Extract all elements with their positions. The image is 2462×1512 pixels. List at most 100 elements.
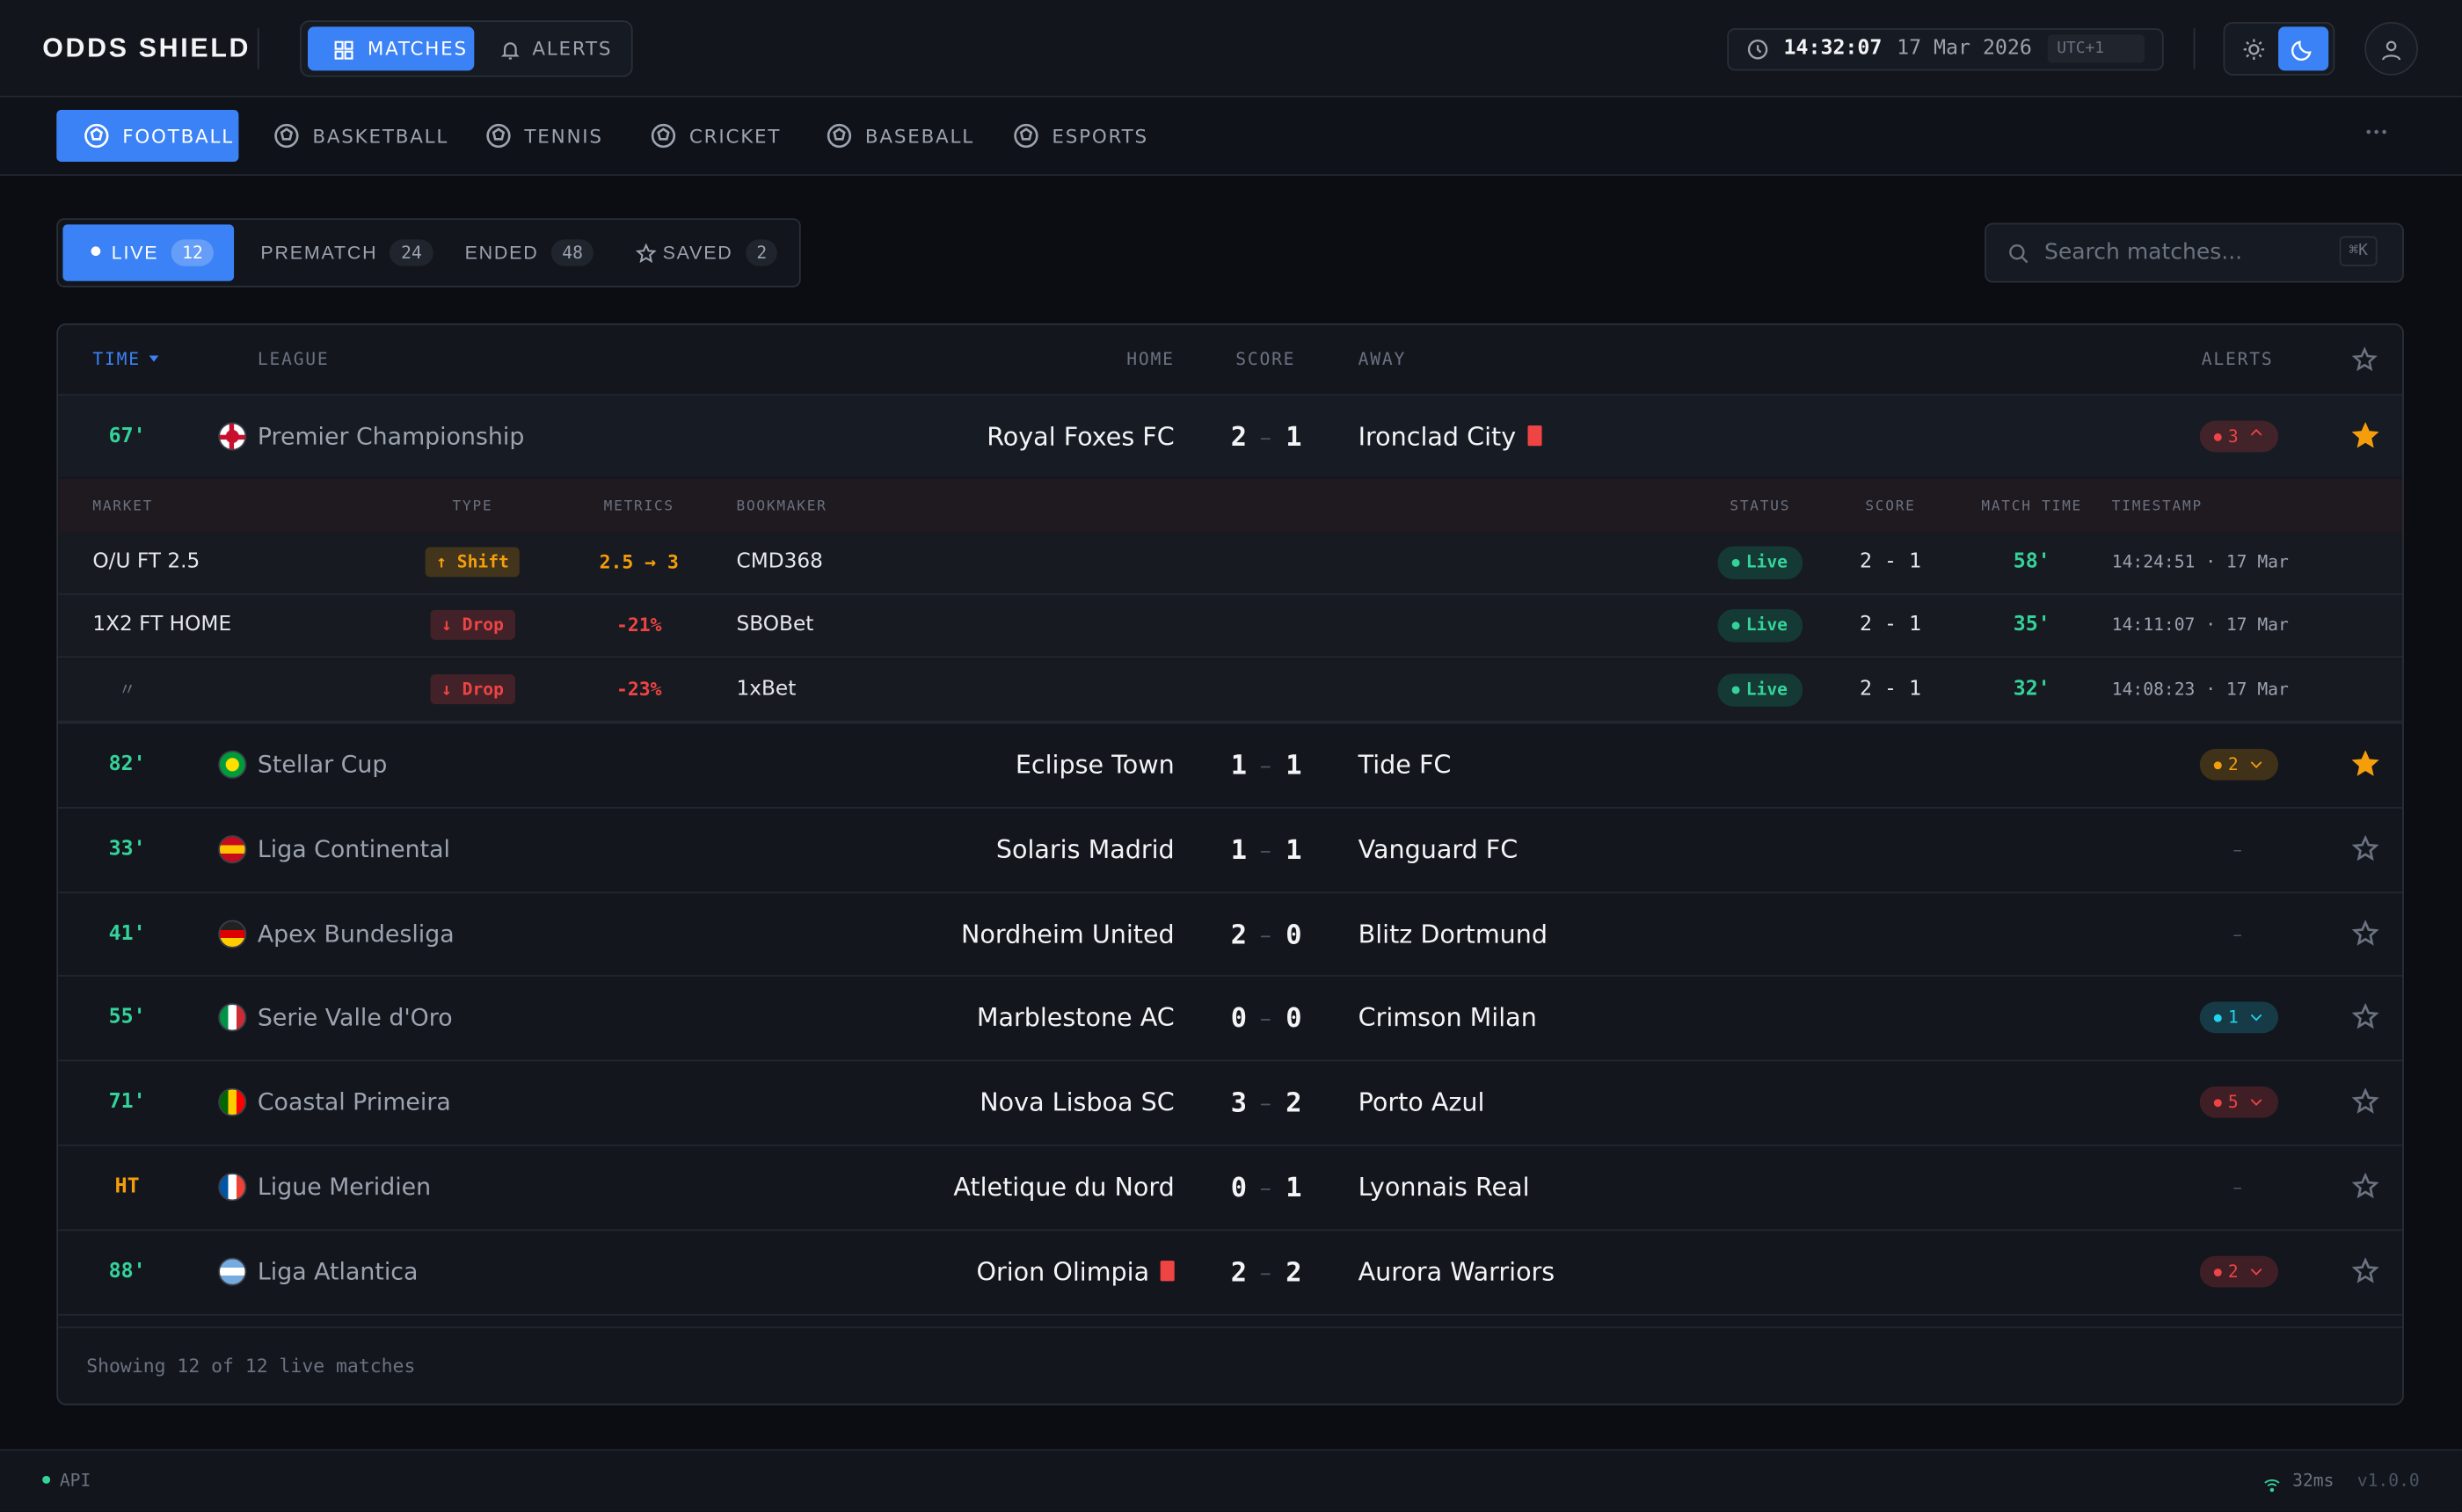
- league-flag: [218, 1087, 247, 1116]
- row-line: [58, 1313, 2403, 1316]
- sport-tab[interactable]: BASEBALL: [864, 125, 974, 148]
- bookmaker: CMD368: [736, 549, 823, 574]
- league: Serie Valle d'Oro: [257, 1003, 453, 1032]
- row-line: [58, 722, 2403, 724]
- api-status: API: [59, 1470, 91, 1491]
- detail-header-bg: [58, 478, 2403, 533]
- alert-dot: [2213, 760, 2222, 769]
- divider: [2193, 28, 2196, 69]
- sport-tab[interactable]: CRICKET: [688, 125, 782, 148]
- row-line: [58, 1144, 2403, 1146]
- league-flag: [218, 920, 247, 949]
- tab-label[interactable]: ENDED: [464, 242, 539, 265]
- match-time: 71': [108, 1090, 146, 1115]
- star-header: [2351, 346, 2378, 373]
- alert-badge[interactable]: [2199, 1086, 2279, 1118]
- home-score: 2: [1230, 422, 1248, 454]
- timestamp: 14:24:51 · 17 Mar: [2111, 551, 2289, 572]
- star-toggle[interactable]: [2351, 920, 2379, 947]
- score-sep: [1260, 766, 1271, 768]
- alert-badge[interactable]: [2199, 748, 2279, 781]
- row-line: [58, 975, 2403, 977]
- detail-row: [58, 532, 2403, 595]
- more-menu: [2364, 129, 2387, 134]
- star-toggle[interactable]: [2351, 750, 2379, 777]
- league: Ligue Meridien: [257, 1173, 432, 1202]
- sport-icon: [1013, 122, 1039, 149]
- clock-icon: [1746, 38, 1770, 62]
- detail-match-time: 35': [2013, 613, 2050, 637]
- column-header: LEAGUE: [257, 349, 330, 370]
- away-score: 2: [1286, 1257, 1302, 1290]
- league: Liga Continental: [257, 835, 450, 864]
- sport-icon: [273, 122, 300, 149]
- tab-label[interactable]: SAVED: [662, 242, 733, 265]
- market: O/U FT 2.5: [92, 549, 200, 574]
- sport-tab[interactable]: FOOTBALL: [122, 125, 234, 148]
- detail-row: [58, 659, 2403, 723]
- sport-icon: [650, 122, 676, 149]
- sport-icon: [84, 122, 110, 149]
- tab-count: 2: [745, 239, 778, 266]
- red-card: [1160, 1261, 1175, 1282]
- sport-tab[interactable]: TENNIS: [524, 125, 603, 148]
- search-placeholder: Search matches...: [2043, 240, 2243, 265]
- star-toggle[interactable]: [2351, 1257, 2379, 1284]
- user-icon: [2380, 38, 2402, 61]
- match-time: HT: [114, 1174, 140, 1199]
- api-dot: [42, 1475, 51, 1484]
- home-score: 0: [1230, 1003, 1248, 1035]
- score-sep: [1260, 935, 1271, 938]
- avatar[interactable]: [2364, 22, 2418, 76]
- search-icon: [2007, 242, 2030, 265]
- timestamp: 14:08:23 · 17 Mar: [2111, 679, 2289, 700]
- star-toggle[interactable]: [2351, 421, 2379, 448]
- match-time: 55': [108, 1005, 146, 1029]
- away-score: 0: [1286, 1003, 1302, 1035]
- timezone[interactable]: UTC+1: [2057, 40, 2105, 58]
- sport-tab[interactable]: BASKETBALL: [312, 125, 449, 148]
- home-score: 2: [1230, 920, 1248, 952]
- star-toggle[interactable]: [2351, 1002, 2379, 1029]
- tab-label[interactable]: LIVE: [111, 242, 159, 265]
- tab-label[interactable]: PREMATCH: [260, 242, 378, 265]
- league: Liga Atlantica: [257, 1257, 419, 1286]
- moon-icon: [2291, 38, 2314, 62]
- league-flag: [218, 1257, 247, 1286]
- detail-score: 2 - 1: [1860, 677, 1921, 701]
- search-box[interactable]: [1985, 222, 2404, 283]
- match-time: 67': [108, 425, 146, 448]
- league: Coastal Primeira: [257, 1087, 451, 1116]
- column-header[interactable]: TIME: [92, 349, 141, 370]
- match-time: 33': [108, 837, 146, 861]
- detail-column: METRICS: [603, 498, 674, 515]
- row-line: [58, 1229, 2403, 1232]
- star-toggle[interactable]: [2351, 834, 2379, 861]
- light-theme: [2242, 38, 2266, 62]
- alert-count: 5: [2227, 1092, 2239, 1113]
- status: Live: [1745, 679, 1788, 700]
- star-toggle[interactable]: [2351, 1172, 2379, 1199]
- status: Live: [1745, 551, 1788, 572]
- nav-label[interactable]: ALERTS: [532, 37, 613, 60]
- alert-badge[interactable]: [2199, 1255, 2279, 1288]
- matches-icon: [333, 38, 355, 60]
- sport-tab[interactable]: ESPORTS: [1052, 125, 1148, 148]
- alert-count: 2: [2227, 1261, 2239, 1283]
- score-sep: [1260, 1189, 1271, 1190]
- column-header: ALERTS: [2201, 349, 2274, 370]
- brand: ODDS SHIELD: [42, 33, 251, 63]
- market: 〃: [118, 680, 136, 701]
- match-time: 82': [108, 752, 146, 777]
- nav-label[interactable]: MATCHES: [367, 37, 468, 60]
- shortcut: ⌘K: [2339, 236, 2378, 266]
- star-toggle[interactable]: [2351, 1087, 2379, 1115]
- alert-badge[interactable]: [2199, 1001, 2279, 1034]
- status-dot: [1731, 557, 1740, 566]
- sport-icon: [826, 122, 852, 149]
- home-score: 1: [1230, 750, 1248, 782]
- dark-theme[interactable]: [2278, 26, 2329, 71]
- alert-badge[interactable]: [2199, 420, 2279, 453]
- alert-type: ↓ Drop: [430, 609, 515, 640]
